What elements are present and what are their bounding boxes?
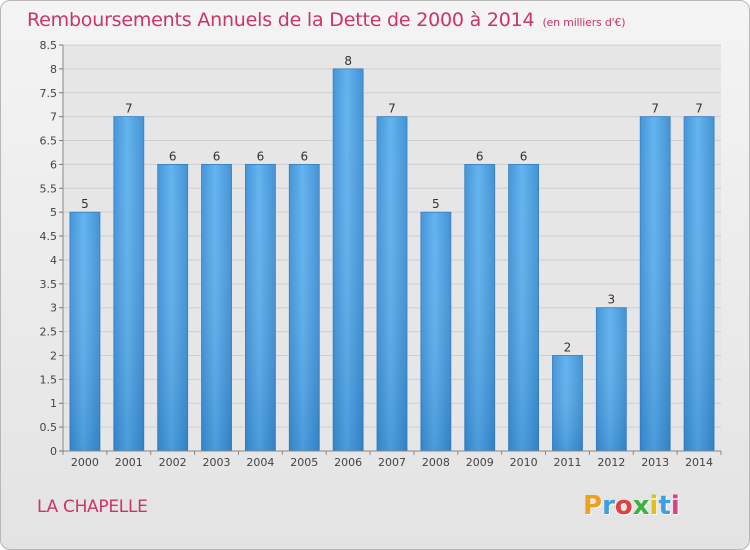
y-tick-label: 1.5 bbox=[40, 373, 58, 386]
bar-shade bbox=[69, 212, 100, 451]
data-label: 6 bbox=[476, 149, 484, 163]
proxiti-logo: Proxiti bbox=[583, 491, 680, 521]
x-tick-label: 2005 bbox=[290, 456, 318, 469]
bar-shade bbox=[289, 164, 320, 452]
bar-shade bbox=[420, 212, 451, 451]
x-tick-label: 2008 bbox=[422, 456, 450, 469]
x-tick-label: 2014 bbox=[685, 456, 713, 469]
logo-letter: x bbox=[632, 491, 650, 521]
data-label: 3 bbox=[608, 293, 616, 307]
y-tick-label: 3.5 bbox=[40, 278, 58, 291]
y-tick-label: 6.5 bbox=[40, 135, 58, 148]
x-tick-label: 2010 bbox=[510, 456, 538, 469]
logo-letter: i bbox=[649, 491, 659, 521]
chart-title: Remboursements Annuels de la Dette de 20… bbox=[27, 9, 626, 31]
x-tick-label: 2009 bbox=[466, 456, 494, 469]
y-tick-label: 5 bbox=[50, 206, 57, 219]
x-tick-label: 2012 bbox=[597, 456, 625, 469]
bar-shade bbox=[245, 164, 276, 452]
x-tick-label: 2002 bbox=[159, 456, 187, 469]
data-label: 7 bbox=[695, 102, 703, 116]
y-tick-label: 0 bbox=[50, 445, 57, 458]
logo-letter: t bbox=[658, 491, 671, 521]
data-label: 5 bbox=[81, 197, 89, 211]
data-label: 6 bbox=[257, 149, 265, 163]
bar-shade bbox=[552, 355, 583, 451]
x-tick-label: 2007 bbox=[378, 456, 406, 469]
chart-unit: (en milliers d'€) bbox=[542, 16, 626, 29]
x-tick-label: 2013 bbox=[641, 456, 669, 469]
bar-shade bbox=[201, 164, 232, 452]
logo-letter: P bbox=[583, 491, 603, 521]
data-label: 2 bbox=[564, 340, 572, 354]
bar-shade bbox=[508, 164, 539, 452]
data-label: 6 bbox=[169, 149, 177, 163]
bars: 5 7 6 6 6 6 8 7 5 6 6 2 3 7 7 bbox=[69, 54, 715, 452]
data-label: 6 bbox=[213, 149, 221, 163]
y-tick-label: 4.5 bbox=[40, 230, 58, 243]
axes: 0 0.5 1 1.5 2 2.5 3 3.5 4 4.5 5 5.5 6 6.5 7 7.5 8 8.5 2000… bbox=[40, 39, 722, 469]
y-tick-label: 1 bbox=[50, 397, 57, 410]
bar-shade bbox=[113, 116, 144, 451]
bar-shade bbox=[684, 116, 715, 451]
bar-shade bbox=[640, 116, 671, 451]
logo-letter: o bbox=[614, 491, 633, 521]
x-tick-label: 2000 bbox=[71, 456, 99, 469]
bar-shade bbox=[596, 307, 627, 451]
y-tick-label: 6 bbox=[50, 158, 57, 171]
x-tick-label: 2011 bbox=[553, 456, 581, 469]
y-tick-label: 8.5 bbox=[40, 39, 58, 52]
x-tick-label: 2004 bbox=[246, 456, 274, 469]
y-tick-label: 0.5 bbox=[40, 421, 58, 434]
town-name: LA CHAPELLE bbox=[37, 497, 148, 517]
data-label: 8 bbox=[344, 54, 352, 68]
y-tick-label: 7.5 bbox=[40, 87, 58, 100]
data-label: 6 bbox=[520, 149, 528, 163]
logo-letter: i bbox=[670, 491, 680, 521]
y-tick-label: 4 bbox=[50, 254, 57, 267]
y-tick-label: 2 bbox=[50, 349, 57, 362]
data-label: 7 bbox=[125, 102, 133, 116]
bar-shade bbox=[157, 164, 188, 452]
y-tick-label: 8 bbox=[50, 63, 57, 76]
logo-letter: r bbox=[602, 491, 615, 521]
data-label: 7 bbox=[651, 102, 659, 116]
y-tick-label: 7 bbox=[50, 111, 57, 124]
bar-shade bbox=[464, 164, 495, 452]
data-label: 7 bbox=[388, 102, 396, 116]
chart-title-text: Remboursements Annuels de la Dette de 20… bbox=[27, 9, 535, 31]
x-tick-label: 2003 bbox=[203, 456, 231, 469]
x-tick-label: 2001 bbox=[115, 456, 143, 469]
bar-shade bbox=[333, 68, 364, 451]
y-tick-label: 3 bbox=[50, 302, 57, 315]
bar-shade bbox=[377, 116, 407, 451]
data-label: 6 bbox=[300, 149, 308, 163]
data-label: 5 bbox=[432, 197, 440, 211]
x-tick-label: 2006 bbox=[334, 456, 362, 469]
y-tick-label: 2.5 bbox=[40, 326, 58, 339]
y-tick-label: 5.5 bbox=[40, 182, 58, 195]
